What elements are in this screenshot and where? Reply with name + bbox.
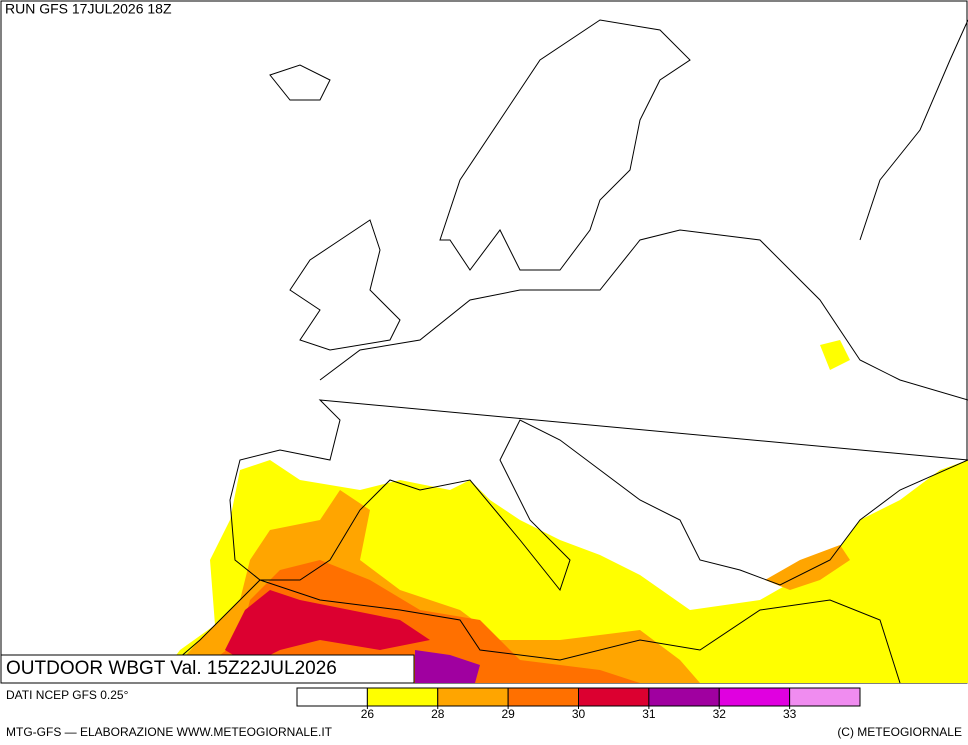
- legend-swatch: [648, 687, 720, 707]
- coastline: [269, 64, 331, 101]
- footer-right: (C) METEOGIORNALE: [837, 725, 962, 739]
- legend-swatch: [507, 687, 579, 707]
- legend-swatch: [789, 687, 861, 707]
- map-title: OUTDOOR WBGT Val. 15Z22JUL2026: [6, 658, 337, 679]
- legend-swatch: [578, 687, 650, 707]
- legend-tick-label: 30: [572, 707, 586, 721]
- coastline: [289, 219, 401, 351]
- legend-tick-label: 26: [361, 707, 375, 721]
- footer-left: MTG-GFS — ELABORAZIONE WWW.METEOGIORNALE…: [6, 725, 333, 739]
- heat-area: [190, 560, 640, 683]
- legend-swatch: [437, 687, 509, 707]
- coastline: [439, 19, 691, 271]
- legend: 26 28 29 30 31 32 33: [296, 687, 861, 721]
- heat-area: [820, 340, 850, 370]
- heat-area: [765, 545, 850, 590]
- coastline: [149, 579, 901, 684]
- legend-tick-label: 31: [642, 707, 656, 721]
- map: [0, 0, 968, 684]
- legend-swatch: [296, 687, 368, 707]
- legend-swatch: [718, 687, 791, 707]
- coastline: [229, 229, 968, 592]
- legend-tick-label: 33: [783, 707, 797, 721]
- legend-tick-label: 32: [713, 707, 727, 721]
- heat-area: [415, 650, 480, 683]
- legend-tick-label: 28: [431, 707, 445, 721]
- run-label: RUN GFS 17JUL2026 18Z: [5, 1, 172, 17]
- coastline: [859, 19, 968, 241]
- legend-swatch: [366, 687, 439, 707]
- source-label: DATI NCEP GFS 0.25°: [6, 688, 129, 702]
- heat-area: [225, 590, 430, 665]
- legend-tick-label: 29: [501, 707, 515, 721]
- title-box: [0, 654, 415, 684]
